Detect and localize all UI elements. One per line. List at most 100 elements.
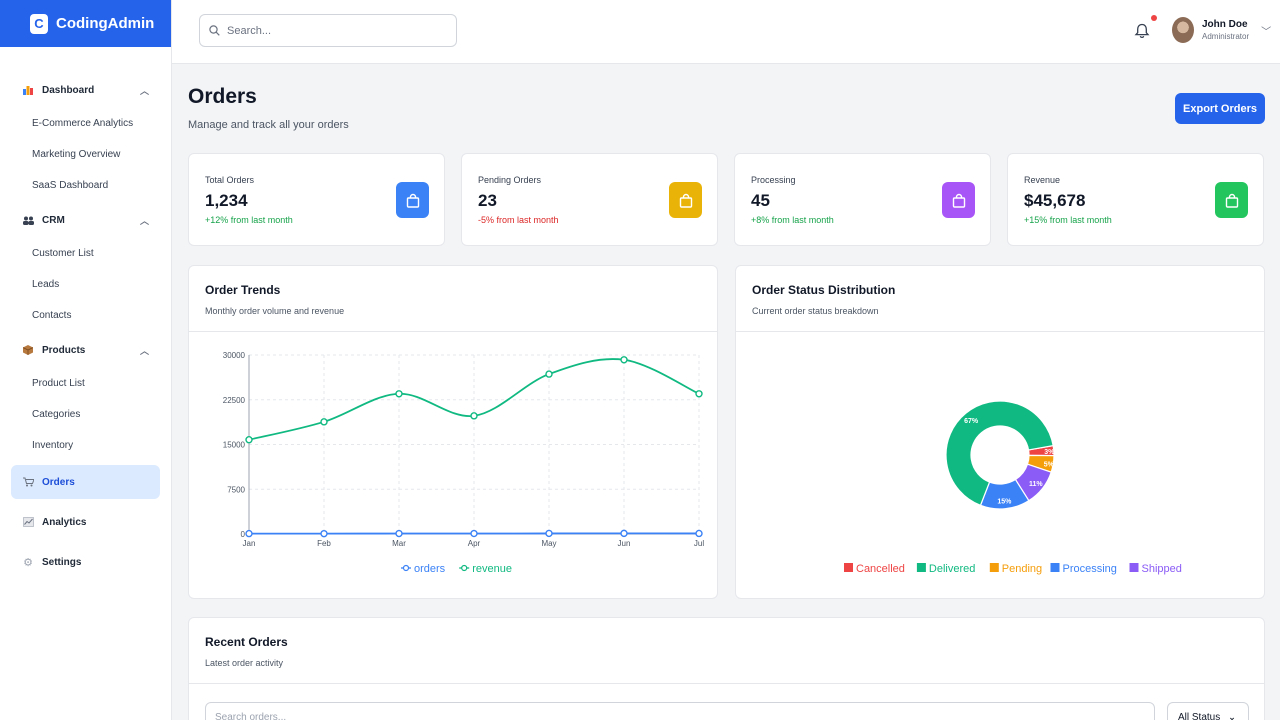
panel-subtitle: Latest order activity bbox=[205, 658, 284, 668]
legend-swatch bbox=[844, 563, 853, 572]
topbar: John Doe Administrator ﹀ bbox=[172, 0, 1280, 64]
sidebar-item-categories[interactable]: Categories bbox=[32, 409, 81, 420]
stat-label: Revenue bbox=[1024, 175, 1061, 185]
trend-icon bbox=[22, 517, 34, 527]
stat-value: 45 bbox=[751, 191, 770, 210]
legend-label: orders bbox=[414, 563, 446, 575]
legend-label: Pending bbox=[1002, 563, 1042, 575]
user-menu[interactable]: John Doe Administrator ﹀ bbox=[1172, 17, 1271, 43]
chevron-down-icon: ⌄ bbox=[1228, 711, 1236, 720]
sidebar-item-inventory[interactable]: Inventory bbox=[32, 440, 74, 451]
legend-swatch bbox=[1050, 563, 1060, 572]
sidebar-item-label: Settings bbox=[42, 556, 82, 568]
panel-subtitle: Monthly order volume and revenue bbox=[205, 306, 345, 316]
sidebar-item-analytics[interactable]: Analytics bbox=[11, 505, 160, 539]
brand-logo: C bbox=[30, 13, 48, 34]
point-revenue bbox=[395, 390, 403, 398]
legend-swatch bbox=[916, 563, 926, 572]
slice-label: 15% bbox=[997, 498, 1012, 505]
stat-label: Pending Orders bbox=[478, 175, 542, 185]
sidebar-group-products[interactable]: Products ︿ bbox=[0, 337, 171, 363]
shopping-bag-icon bbox=[1215, 182, 1248, 218]
bar-chart-icon bbox=[22, 84, 34, 96]
x-tick-label: Jul bbox=[694, 539, 704, 548]
slice-label: 11% bbox=[1029, 481, 1043, 488]
stat-card-total-orders: Total Orders 1,234 +12% from last month bbox=[188, 153, 445, 246]
sidebar-item-marketing-overview[interactable]: Marketing Overview bbox=[32, 149, 121, 160]
point-revenue bbox=[245, 436, 253, 444]
sidebar-group-crm[interactable]: CRM ︿ bbox=[0, 207, 171, 233]
sidebar-item-contacts[interactable]: Contacts bbox=[32, 310, 72, 321]
export-orders-button[interactable]: Export Orders bbox=[1175, 93, 1265, 124]
point-orders bbox=[395, 529, 403, 538]
x-tick-label: Mar bbox=[392, 539, 406, 548]
point-revenue bbox=[470, 412, 478, 420]
status-filter-select[interactable]: All Status ⌄ bbox=[1167, 702, 1249, 720]
stat-card-pending-orders: Pending Orders 23 -5% from last month bbox=[461, 153, 718, 246]
global-search[interactable] bbox=[199, 14, 457, 47]
user-name: John Doe bbox=[1202, 19, 1248, 30]
user-role: Administrator bbox=[1202, 32, 1250, 41]
order-trends-chart: 0 7500 15000 22500 30000 Jan Feb Mar Apr May Jun Ju… bbox=[223, 351, 705, 575]
stat-label: Processing bbox=[751, 175, 796, 185]
sidebar-group-label: Products bbox=[42, 344, 86, 356]
page-subtitle: Manage and track all your orders bbox=[188, 119, 349, 131]
chevron-up-icon: ︿ bbox=[139, 85, 149, 96]
sidebar-item-product-list[interactable]: Product List bbox=[32, 378, 85, 389]
sidebar-item-label: Orders bbox=[42, 476, 75, 488]
recent-orders-panel: Recent Orders Latest order activity All … bbox=[188, 617, 1265, 720]
legend-label: Shipped bbox=[1142, 563, 1182, 575]
x-tick-label: Jan bbox=[243, 539, 256, 548]
slice-label: 5% bbox=[1044, 461, 1055, 468]
brand-name: CodingAdmin bbox=[56, 15, 155, 32]
sidebar-item-ecommerce-analytics[interactable]: E-Commerce Analytics bbox=[32, 118, 134, 129]
point-orders bbox=[470, 529, 478, 538]
point-revenue bbox=[320, 418, 328, 426]
panel-title: Order Status Distribution bbox=[752, 283, 896, 297]
sidebar-item-label: Analytics bbox=[42, 516, 87, 528]
slice-label: 67% bbox=[964, 418, 979, 425]
legend-label: Delivered bbox=[929, 563, 975, 575]
stat-value: 23 bbox=[478, 191, 497, 210]
panel-title: Recent Orders bbox=[205, 635, 288, 649]
order-trends-panel: Order Trends Monthly order volume and re… bbox=[188, 265, 718, 599]
point-orders bbox=[320, 529, 328, 538]
x-tick-label: Feb bbox=[317, 539, 331, 548]
sidebar-group-dashboard[interactable]: Dashboard ︿ bbox=[0, 77, 171, 103]
stat-card-revenue: Revenue $45,678 +15% from last month bbox=[1007, 153, 1264, 246]
x-tick-label: Apr bbox=[468, 539, 481, 548]
legend-label: revenue bbox=[472, 563, 512, 575]
legend-marker bbox=[402, 564, 410, 572]
panel-title: Order Trends bbox=[205, 283, 281, 297]
chevron-up-icon: ︿ bbox=[139, 345, 149, 356]
bell-icon[interactable] bbox=[1134, 22, 1150, 40]
status-filter-value: All Status bbox=[1178, 711, 1221, 720]
sidebar-group-label: CRM bbox=[42, 214, 65, 226]
x-tick-label: Jun bbox=[618, 539, 631, 548]
brand[interactable]: C CodingAdmin bbox=[0, 0, 171, 47]
sidebar-item-customer-list[interactable]: Customer List bbox=[32, 248, 94, 259]
shopping-bag-icon bbox=[669, 182, 702, 218]
stat-value: 1,234 bbox=[205, 191, 248, 210]
sidebar-item-saas-dashboard[interactable]: SaaS Dashboard bbox=[32, 180, 109, 191]
order-status-panel: Order Status Distribution Current order … bbox=[735, 265, 1265, 599]
sidebar-item-leads[interactable]: Leads bbox=[32, 279, 60, 290]
users-icon bbox=[22, 214, 34, 226]
avatar bbox=[1172, 17, 1194, 43]
sidebar: C CodingAdmin Dashboard ︿ E-Commerce Ana… bbox=[0, 0, 172, 720]
notification-dot bbox=[1151, 15, 1157, 21]
gear-icon: ⚙ bbox=[23, 556, 33, 569]
shopping-bag-icon bbox=[942, 182, 975, 218]
orders-search-input[interactable] bbox=[205, 702, 1155, 720]
chevron-up-icon: ︿ bbox=[139, 215, 149, 226]
sidebar-item-orders[interactable]: Orders bbox=[11, 465, 160, 499]
search-input[interactable] bbox=[227, 24, 447, 37]
stat-value: $45,678 bbox=[1024, 191, 1086, 210]
legend-swatch bbox=[1129, 563, 1139, 572]
point-orders bbox=[545, 529, 553, 538]
stat-delta: +8% from last month bbox=[751, 215, 834, 225]
y-tick-label: 7500 bbox=[227, 485, 245, 494]
sidebar-item-settings[interactable]: ⚙ Settings bbox=[11, 545, 160, 579]
order-status-chart: 3% 5% 11% 15% 67% Cancelled Delivered Pending Pr… bbox=[844, 400, 1182, 575]
stat-label: Total Orders bbox=[205, 175, 255, 185]
